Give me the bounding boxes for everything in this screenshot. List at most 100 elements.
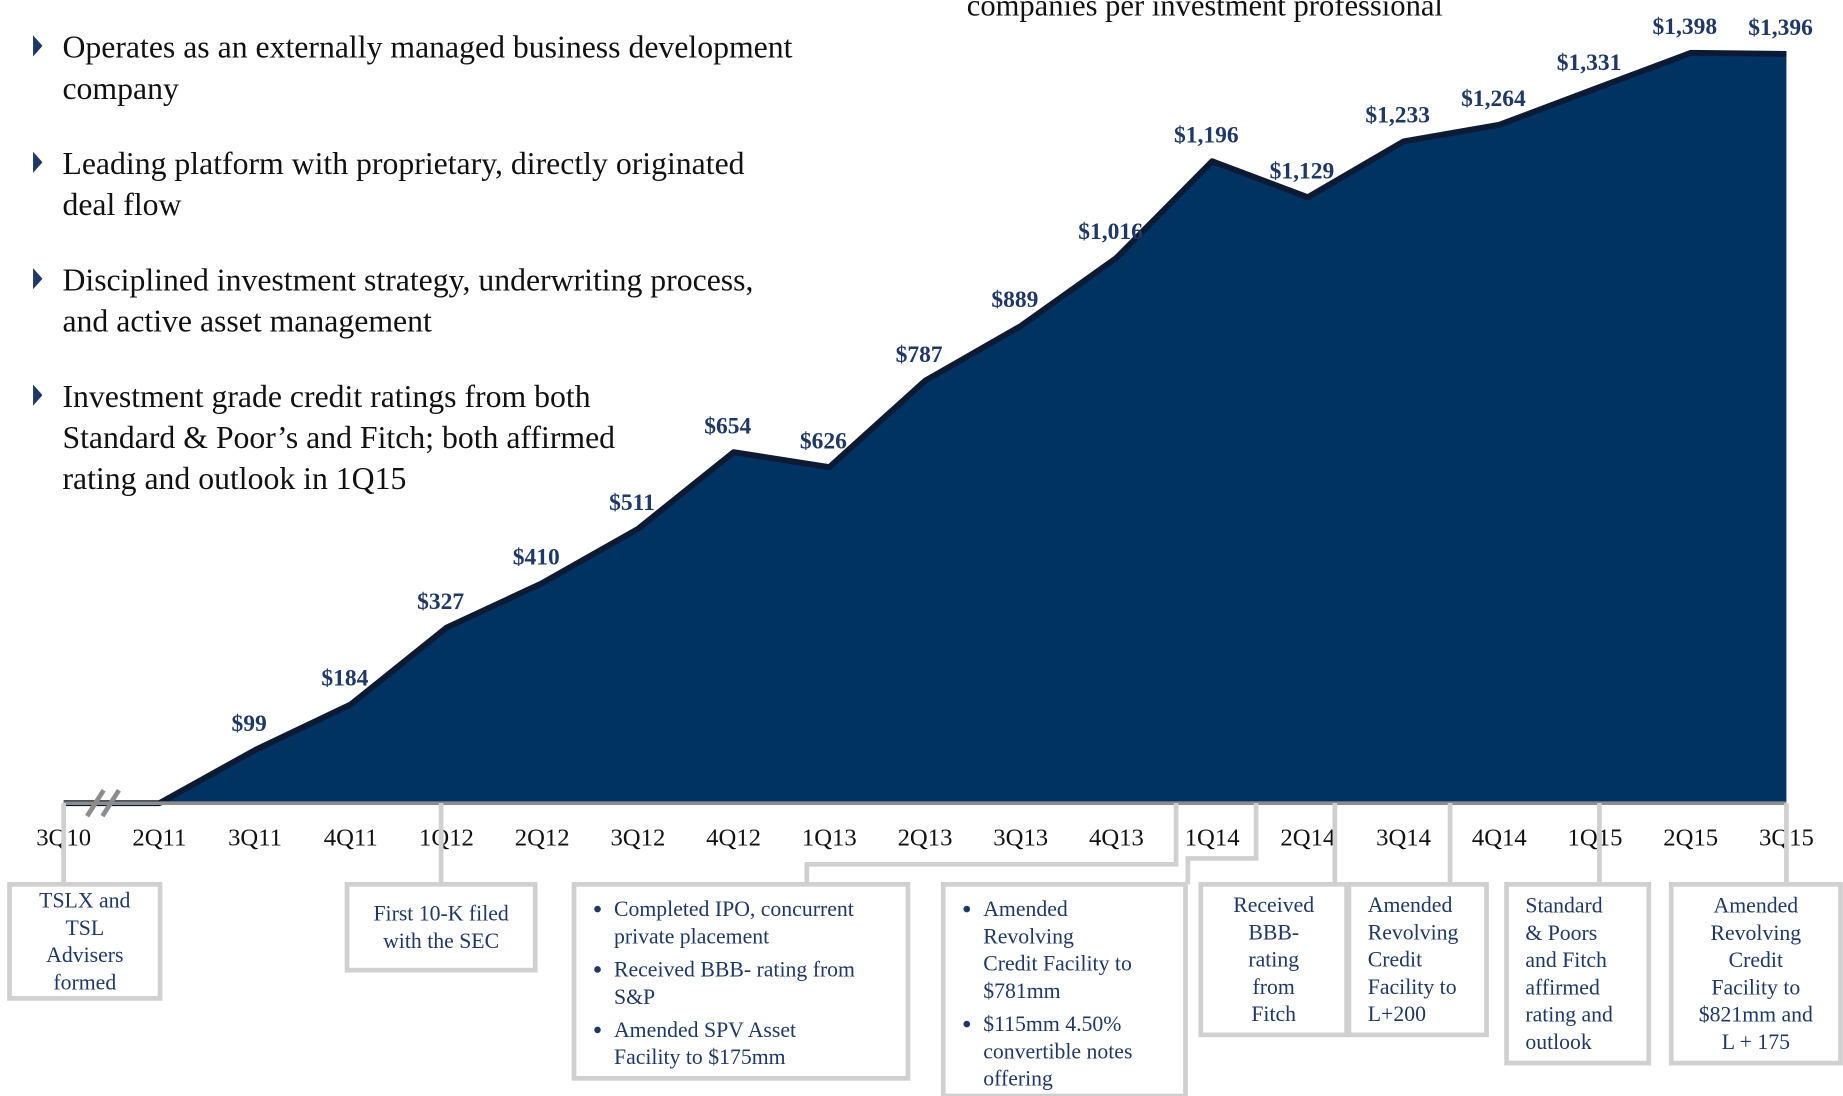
annotation-text: Amended — [1368, 893, 1453, 917]
bullet-text: Investment grade credit ratings from bot… — [62, 379, 590, 414]
annotation-text: Standard — [1525, 894, 1602, 918]
x-tick-label: 4Q13 — [1089, 825, 1144, 852]
annotation-text: Amended — [1714, 894, 1799, 918]
area-line — [63, 49, 1787, 807]
annotation-bullet — [594, 1026, 601, 1034]
annotation-bullet — [594, 905, 601, 913]
area-fill — [63, 52, 1787, 804]
annotation-text: Credit — [1729, 948, 1783, 972]
annotation-text: Revolving — [983, 924, 1074, 948]
axis-break — [85, 788, 121, 818]
annotation-text: $781mm — [983, 979, 1060, 1003]
annotation-text: from — [1253, 975, 1295, 999]
annotation-text: rating — [1248, 948, 1299, 972]
annotation-box — [1346, 881, 1489, 1038]
annotation-box — [571, 881, 911, 1081]
annotation-text: BBB- — [1248, 920, 1299, 944]
x-tick-label: 3Q11 — [228, 825, 282, 852]
annotation-text: Credit Facility to — [983, 952, 1132, 976]
annotation-text: Completed IPO, concurrent — [614, 897, 854, 921]
bullet-text: Disciplined investment strategy, underwr… — [62, 262, 753, 297]
bullet-text: company — [62, 71, 179, 106]
x-tick-label: 2Q11 — [132, 825, 186, 852]
x-tick-label: 4Q14 — [1472, 825, 1527, 852]
value-label: $1,129 — [1270, 158, 1335, 184]
annotation-text: and Fitch — [1525, 948, 1607, 972]
annotation-text: formed — [53, 970, 116, 994]
bullet-text: Standard & Poor’s and Fitch; both affirm… — [62, 420, 615, 455]
value-label: $1,196 — [1174, 122, 1239, 148]
value-label: $654 — [704, 413, 751, 439]
bullet-text: and active asset management — [62, 304, 432, 339]
x-tick-label: 3Q12 — [610, 825, 665, 852]
annotation-text: affirmed — [1525, 975, 1600, 999]
bullet-text: rating and outlook in 1Q15 — [62, 461, 406, 496]
x-tick-label: 3Q13 — [993, 825, 1048, 852]
x-tick-label: 1Q15 — [1568, 825, 1623, 852]
connector — [804, 803, 1179, 885]
bullet-text: Leading platform with proprietary, direc… — [62, 146, 744, 181]
value-label: $1,398 — [1653, 14, 1718, 40]
x-tick-label: 1Q12 — [419, 825, 474, 852]
bullet-text: Operates as an externally managed busine… — [62, 30, 792, 65]
annotation-text: with the SEC — [383, 929, 499, 953]
annotation-text: L + 175 — [1722, 1030, 1790, 1054]
annotation-text: TSL — [65, 916, 104, 940]
annotation-text: Fitch — [1251, 1002, 1296, 1026]
x-tick-label: 1Q13 — [802, 825, 857, 852]
connector — [1185, 803, 1259, 885]
bullet-text: deal flow — [62, 187, 181, 222]
value-label: $787 — [896, 342, 943, 368]
annotation-text: convertible notes — [983, 1039, 1132, 1063]
value-label: $889 — [991, 287, 1038, 313]
annotation-text: Received BBB- rating from — [614, 958, 855, 982]
annotation-text: First 10-K filed — [373, 902, 508, 926]
annotation-text: TSLX and — [39, 888, 130, 912]
annotation-box — [1668, 881, 1843, 1066]
annotation-box — [344, 881, 538, 973]
annotation-text: Revolving — [1368, 920, 1459, 944]
header-text: companies per investment professional — [967, 0, 1443, 22]
annotation-text: L+200 — [1368, 1002, 1426, 1026]
bullet-marker — [33, 35, 43, 57]
x-tick-label: 2Q14 — [1280, 825, 1335, 852]
value-label: $327 — [417, 589, 464, 615]
x-tick-label: 3Q14 — [1376, 825, 1431, 852]
annotation-text: offering — [983, 1067, 1053, 1091]
x-tick-label: 2Q15 — [1663, 825, 1718, 852]
annotation-text: private placement — [614, 924, 769, 948]
x-tick-label: 4Q12 — [706, 825, 761, 852]
annotation-box — [940, 881, 1188, 1096]
x-tick-label: 1Q14 — [1185, 825, 1240, 852]
bullet-marker — [33, 384, 43, 406]
value-label: $1,016 — [1078, 219, 1143, 245]
value-label: $511 — [609, 490, 655, 516]
annotation-text: S&P — [614, 985, 655, 1009]
value-label: $1,331 — [1557, 50, 1622, 76]
annotation-text: Facility to — [1368, 975, 1457, 999]
value-label: $626 — [800, 428, 847, 454]
annotation-bullet — [963, 1020, 971, 1028]
annotation-bullet — [594, 966, 601, 973]
value-label: $1,233 — [1365, 103, 1430, 129]
bullet-marker — [33, 268, 43, 290]
x-tick-label: 2Q12 — [515, 825, 570, 852]
annotation-text: $821mm and — [1699, 1003, 1813, 1027]
value-label: $184 — [321, 666, 368, 692]
value-label: $410 — [513, 544, 560, 570]
annotation-text: rating and — [1525, 1003, 1613, 1027]
annotation-text: outlook — [1525, 1030, 1592, 1054]
annotation-text: Advisers — [46, 943, 123, 967]
value-label: $1,396 — [1748, 15, 1813, 41]
annotation-text: $115mm 4.50% — [983, 1012, 1121, 1036]
x-tick-label: 2Q13 — [898, 825, 953, 852]
annotation-box — [7, 881, 163, 1001]
annotation-text: Revolving — [1711, 921, 1802, 945]
annotation-text: Facility to $175mm — [614, 1045, 786, 1069]
x-tick-label: 4Q11 — [324, 825, 378, 852]
annotation-bullet — [963, 905, 971, 913]
bullet-marker — [33, 151, 43, 173]
annotation-text: Received — [1233, 893, 1314, 917]
annotation-text: Facility to — [1711, 975, 1800, 999]
